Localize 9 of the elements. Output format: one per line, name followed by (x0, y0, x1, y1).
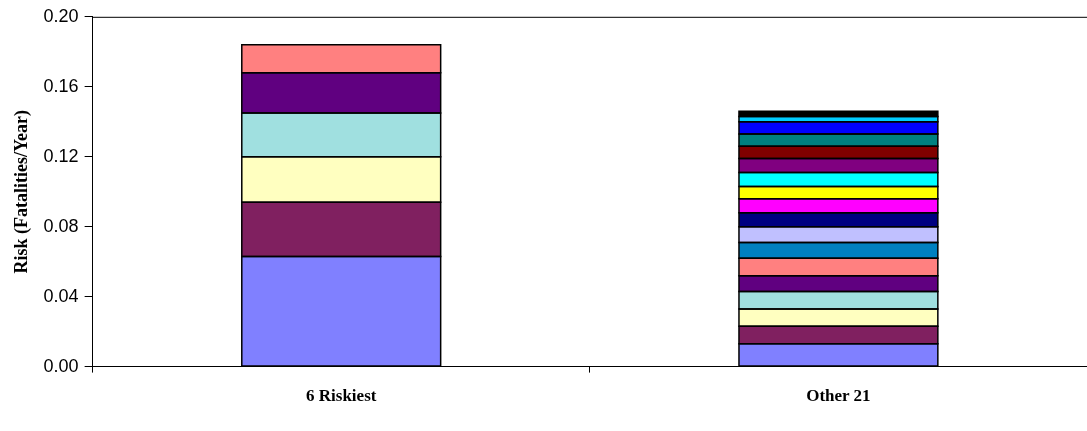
y-tick-label: 0.00 (43, 355, 79, 376)
y-axis-title: Risk (Fatalities/Year) (11, 109, 33, 274)
y-tick-label: 0.08 (43, 215, 79, 236)
x-tick-label: Other 21 (806, 386, 871, 406)
y-tick-label: 0.04 (43, 285, 79, 306)
x-tick-label: 6 Riskiest (306, 386, 377, 406)
y-tick-label: 0.16 (43, 75, 79, 96)
y-tick-label: 0.20 (43, 5, 79, 26)
y-tick-label: 0.12 (43, 145, 79, 166)
